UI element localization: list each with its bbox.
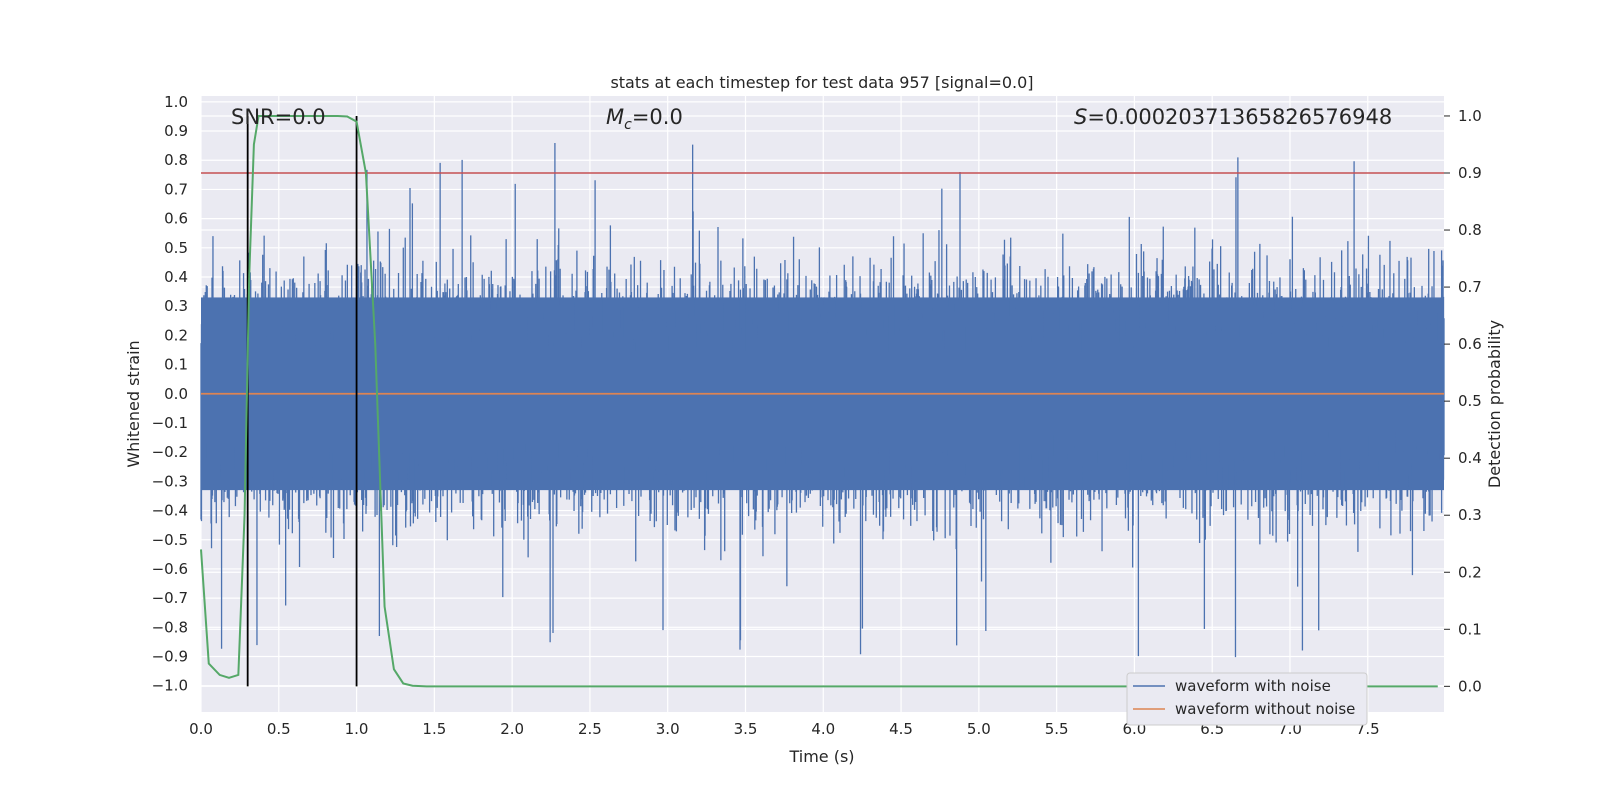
- y2-tick-label: 0.8: [1458, 221, 1482, 239]
- x-tick-label: 1.0: [345, 720, 369, 738]
- y2-tick-label: 0.0: [1458, 677, 1482, 695]
- x-tick-label: 0.0: [189, 720, 213, 738]
- legend-label-noise: waveform with noise: [1175, 677, 1331, 695]
- y2-axis-ticks: 1.0 0.9 0.8 0.7 0.6 0.5 0.4 0.3 0.2 0.1 0.0: [1444, 107, 1482, 695]
- y2-tick-label: 0.3: [1458, 506, 1482, 524]
- y-tick-label: −0.4: [152, 502, 188, 520]
- s-annotation: S=0.00020371365826576948: [1074, 105, 1392, 129]
- legend-label-clean: waveform without noise: [1175, 700, 1355, 718]
- y-tick-label: −1.0: [152, 677, 188, 695]
- y-tick-label: 0.9: [164, 122, 188, 140]
- s-value: =0.00020371365826576948: [1087, 105, 1392, 129]
- y-tick-label: −0.5: [152, 531, 188, 549]
- y-tick-label: −0.8: [152, 618, 188, 636]
- s-symbol: S: [1074, 105, 1087, 129]
- y-tick-label: 0.4: [164, 268, 188, 286]
- y-tick-label: 0.3: [164, 297, 188, 315]
- chirp-mass-subscript: c: [624, 117, 632, 133]
- x-tick-label: 3.0: [656, 720, 680, 738]
- y-tick-label: −0.3: [152, 472, 188, 490]
- y-axis-label: Whitened strain: [124, 340, 143, 467]
- y-tick-label: 0.5: [164, 239, 188, 257]
- probability-trace: [200, 114, 1438, 688]
- y-axis-ticks: 1.0 0.9 0.8 0.7 0.6 0.5 0.4 0.3 0.2 0.1 0.0 −0.1 −0.…: [152, 93, 188, 695]
- chirp-mass-symbol: M: [606, 105, 624, 129]
- series-detection-probability: [200, 114, 1438, 688]
- y-tick-label: 0.8: [164, 151, 188, 169]
- y-tick-label: 0.6: [164, 210, 188, 228]
- y2-tick-label: 0.5: [1458, 392, 1482, 410]
- y2-tick-label: 0.6: [1458, 335, 1482, 353]
- x-tick-label: 5.0: [967, 720, 991, 738]
- x-tick-label: 5.5: [1045, 720, 1069, 738]
- y2-tick-label: 0.1: [1458, 620, 1482, 638]
- x-tick-label: 3.5: [734, 720, 758, 738]
- y-tick-label: −0.2: [152, 443, 188, 461]
- y-tick-label: 0.0: [164, 385, 188, 403]
- x-tick-label: 0.5: [267, 720, 291, 738]
- y-tick-label: −0.1: [152, 414, 188, 432]
- chirp-mass-value: =0.0: [632, 105, 683, 129]
- noise-trace: [200, 142, 1445, 658]
- x-tick-label: 4.0: [811, 720, 835, 738]
- x-tick-label: 2.0: [500, 720, 524, 738]
- snr-annotation: SNR=0.0: [231, 105, 326, 129]
- x-tick-label: 4.5: [889, 720, 913, 738]
- y-tick-label: 0.2: [164, 326, 188, 344]
- y2-axis-label: Detection probability: [1485, 320, 1504, 488]
- y-tick-label: 0.1: [164, 356, 188, 374]
- chart-title: stats at each timestep for test data 957…: [610, 73, 1033, 92]
- y-tick-label: 0.7: [164, 180, 188, 198]
- y2-tick-label: 1.0: [1458, 107, 1482, 125]
- y-tick-label: 1.0: [164, 93, 188, 111]
- y2-tick-label: 0.4: [1458, 449, 1482, 467]
- y-tick-label: −0.6: [152, 560, 188, 578]
- y2-tick-label: 0.2: [1458, 563, 1482, 581]
- x-tick-label: 2.5: [578, 720, 602, 738]
- legend-box: [1126, 672, 1368, 726]
- x-axis-label: Time (s): [788, 747, 854, 766]
- y2-tick-label: 0.7: [1458, 278, 1482, 296]
- legend: waveform with noise waveform without noi…: [1126, 672, 1368, 726]
- chirp-mass-annotation: Mc=0.0: [606, 105, 683, 133]
- x-tick-label: 1.5: [422, 720, 446, 738]
- y2-tick-label: 0.9: [1458, 164, 1482, 182]
- y-tick-label: −0.9: [152, 648, 188, 666]
- y-tick-label: −0.7: [152, 589, 188, 607]
